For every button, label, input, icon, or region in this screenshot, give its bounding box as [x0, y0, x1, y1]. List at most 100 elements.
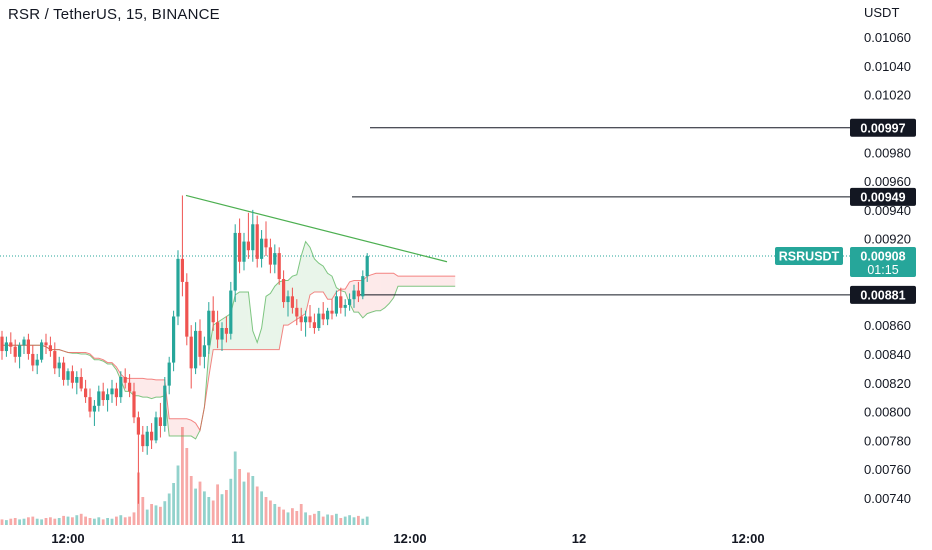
- cloud-segment: [389, 273, 394, 304]
- volume-bar: [31, 516, 35, 525]
- candle-body: [273, 253, 277, 265]
- candle-body: [339, 296, 343, 308]
- candle-body: [242, 241, 246, 262]
- cloud-segment: [173, 418, 178, 437]
- volume-bar: [365, 516, 369, 525]
- candle-body: [101, 391, 105, 401]
- cloud-segment: [288, 276, 293, 326]
- y-tick-label: 0.01060: [864, 30, 911, 45]
- candle-body: [180, 258, 184, 282]
- volume-bar: [273, 504, 277, 525]
- y-tick-label: 0.00940: [864, 203, 911, 218]
- x-tick-label: 12:00: [393, 531, 426, 546]
- volume-bar: [194, 488, 197, 525]
- cloud-segment: [222, 316, 227, 350]
- candle-body: [268, 247, 272, 265]
- volume-bars: [0, 427, 369, 525]
- volume-bar: [198, 481, 202, 525]
- y-tick-label: 0.00840: [864, 347, 911, 362]
- candle-body: [304, 316, 308, 323]
- cloud-segment: [411, 276, 416, 287]
- volume-bar: [225, 490, 228, 525]
- volume-bar: [79, 513, 83, 525]
- volume-bar: [181, 427, 184, 525]
- volume-bar: [57, 518, 61, 525]
- cloud-segment: [354, 280, 359, 313]
- candle-body: [229, 290, 233, 334]
- candle-body: [172, 316, 176, 363]
- candle-body: [48, 345, 52, 352]
- candle-body: [233, 232, 237, 291]
- volume-bar: [308, 515, 312, 525]
- x-tick-label: 12:00: [51, 531, 84, 546]
- candle-body: [79, 376, 83, 389]
- volume-bar: [172, 483, 175, 525]
- candle-body: [251, 224, 255, 251]
- current-price-value: 0.00908: [860, 249, 905, 263]
- cloud-segment: [450, 276, 456, 287]
- volume-bar: [348, 515, 351, 525]
- y-tick-label: 0.00960: [864, 174, 911, 189]
- cloud-segment: [428, 276, 434, 287]
- candle-body: [128, 382, 132, 392]
- volume-bar: [295, 511, 299, 525]
- volume-bar: [40, 519, 43, 525]
- volume-bar: [233, 451, 237, 525]
- volume-bar: [88, 518, 92, 525]
- volume-bar: [150, 504, 153, 525]
- drawing-lines: [0, 127, 850, 296]
- cloud-segment: [169, 418, 174, 437]
- volume-bar: [203, 491, 206, 525]
- candle-body: [238, 232, 242, 262]
- volume-bar: [5, 520, 8, 525]
- volume-bar: [251, 476, 255, 525]
- volume-bar: [163, 501, 167, 525]
- bar-countdown: 01:15: [867, 263, 898, 277]
- volume-bar: [176, 465, 180, 525]
- volume-bar: [35, 518, 39, 525]
- candle-body: [18, 345, 22, 357]
- candle-body: [167, 362, 171, 386]
- cloud-segment: [230, 294, 236, 350]
- candle-body: [321, 313, 325, 320]
- cloud-segment: [270, 286, 275, 350]
- volume-bar: [269, 500, 272, 525]
- volume-bar: [339, 518, 343, 525]
- cloud-segment: [235, 291, 240, 350]
- volume-bar: [277, 506, 281, 525]
- cloud-segment: [393, 273, 398, 298]
- level-price-tag: [850, 187, 916, 206]
- volume-bar: [247, 472, 250, 525]
- candle-body: [317, 313, 321, 329]
- volume-bar: [53, 518, 57, 525]
- candle-body: [361, 276, 365, 297]
- chart-title: RSR / TetherUS, 15, BINANCE: [8, 6, 220, 23]
- cloud-segment: [305, 241, 310, 314]
- cloud-segment: [380, 273, 385, 311]
- cloud-segment: [138, 378, 143, 398]
- candle-body: [260, 238, 264, 259]
- candle-body: [277, 253, 281, 280]
- y-tick-label: 0.00740: [864, 491, 911, 506]
- current-price-tag: [850, 246, 916, 277]
- candle-body: [163, 385, 167, 426]
- volume-bar: [167, 493, 171, 525]
- volume-bar: [101, 519, 105, 525]
- candle-body: [132, 391, 136, 418]
- volume-bar: [49, 517, 52, 525]
- candle-body: [9, 342, 13, 347]
- volume-bar: [185, 448, 189, 525]
- candle-body: [114, 388, 118, 398]
- cloud-segment: [446, 276, 451, 287]
- volume-bar: [317, 511, 321, 525]
- volume-bar: [0, 519, 4, 525]
- candle-body: [123, 376, 127, 383]
- volume-bar: [352, 517, 356, 525]
- volume-bar: [66, 516, 70, 525]
- volume-bar: [291, 508, 294, 525]
- cloud-segment: [156, 379, 161, 398]
- y-tick-label: 0.00980: [864, 145, 911, 160]
- volume-bar: [123, 517, 127, 525]
